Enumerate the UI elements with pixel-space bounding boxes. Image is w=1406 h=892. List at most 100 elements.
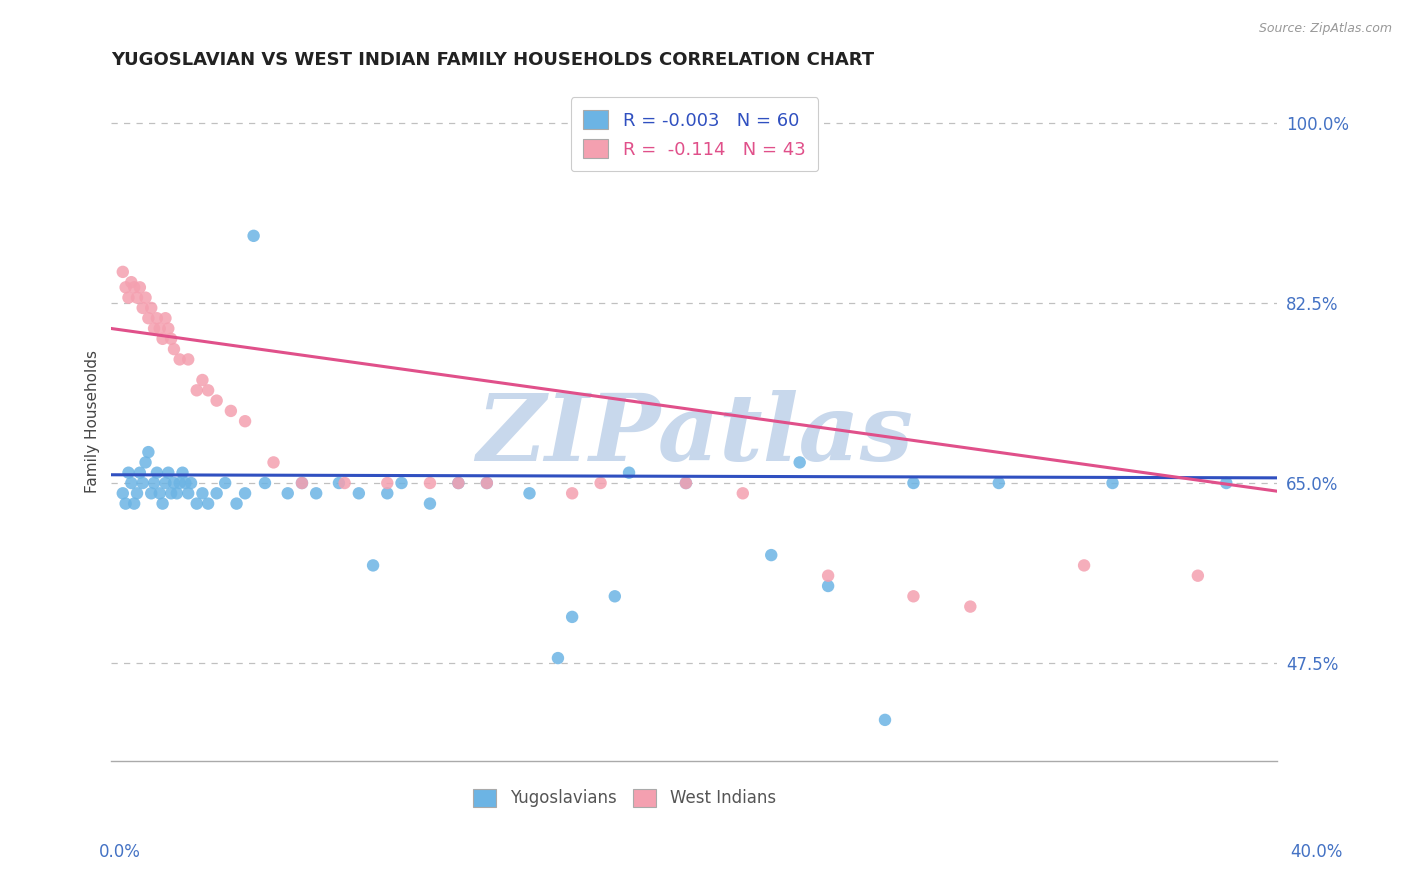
Point: [561, 486, 583, 500]
Point: [186, 384, 208, 398]
Point: [155, 311, 177, 326]
Point: [959, 599, 981, 614]
Point: [128, 466, 150, 480]
Point: [817, 579, 839, 593]
Point: [197, 384, 219, 398]
Point: [122, 497, 145, 511]
Point: [191, 486, 214, 500]
Point: [163, 475, 186, 490]
Point: [617, 466, 640, 480]
Point: [191, 373, 214, 387]
Point: [233, 486, 256, 500]
Text: YUGOSLAVIAN VS WEST INDIAN FAMILY HOUSEHOLDS CORRELATION CHART: YUGOSLAVIAN VS WEST INDIAN FAMILY HOUSEH…: [111, 51, 875, 69]
Point: [143, 321, 166, 335]
Point: [114, 280, 136, 294]
Point: [146, 466, 169, 480]
Point: [675, 475, 697, 490]
Point: [177, 352, 200, 367]
Point: [291, 475, 314, 490]
Point: [152, 332, 174, 346]
Point: [253, 475, 276, 490]
Point: [160, 332, 183, 346]
Point: [391, 475, 413, 490]
Point: [163, 342, 186, 356]
Point: [903, 589, 925, 603]
Point: [111, 265, 134, 279]
Text: ZIPatlas: ZIPatlas: [477, 390, 912, 480]
Point: [347, 486, 370, 500]
Point: [761, 548, 783, 562]
Point: [475, 475, 498, 490]
Point: [375, 475, 398, 490]
Point: [157, 321, 180, 335]
Point: [155, 475, 177, 490]
Point: [475, 475, 498, 490]
Point: [111, 486, 134, 500]
Point: [589, 475, 612, 490]
Point: [174, 475, 197, 490]
Point: [277, 486, 299, 500]
Point: [1215, 475, 1237, 490]
Point: [205, 393, 228, 408]
Point: [166, 486, 188, 500]
Point: [125, 486, 148, 500]
Point: [117, 466, 139, 480]
Point: [419, 497, 441, 511]
Point: [547, 651, 569, 665]
Point: [1073, 558, 1095, 573]
Point: [149, 321, 172, 335]
Text: 0.0%: 0.0%: [98, 843, 141, 861]
Point: [120, 475, 142, 490]
Point: [160, 486, 183, 500]
Point: [141, 301, 163, 315]
Point: [987, 475, 1010, 490]
Point: [120, 275, 142, 289]
Point: [447, 475, 470, 490]
Point: [731, 486, 754, 500]
Point: [152, 497, 174, 511]
Point: [131, 475, 153, 490]
Point: [375, 486, 398, 500]
Point: [197, 497, 219, 511]
Point: [263, 455, 285, 469]
Point: [135, 455, 157, 469]
Legend: Yugoslavians, West Indians: Yugoslavians, West Indians: [467, 782, 783, 814]
Point: [225, 497, 247, 511]
Point: [131, 301, 153, 315]
Point: [242, 228, 264, 243]
Point: [146, 311, 169, 326]
Point: [169, 352, 191, 367]
Point: [214, 475, 236, 490]
Point: [789, 455, 811, 469]
Text: 40.0%: 40.0%: [1291, 843, 1343, 861]
Point: [157, 466, 180, 480]
Point: [138, 445, 160, 459]
Point: [143, 475, 166, 490]
Point: [817, 568, 839, 582]
Point: [149, 486, 172, 500]
Point: [219, 404, 242, 418]
Point: [873, 713, 896, 727]
Point: [561, 610, 583, 624]
Point: [122, 280, 145, 294]
Point: [419, 475, 441, 490]
Point: [135, 291, 157, 305]
Point: [903, 475, 925, 490]
Point: [138, 311, 160, 326]
Point: [305, 486, 328, 500]
Point: [675, 475, 697, 490]
Point: [186, 497, 208, 511]
Point: [141, 486, 163, 500]
Point: [1187, 568, 1209, 582]
Point: [328, 475, 350, 490]
Point: [169, 475, 191, 490]
Point: [180, 475, 202, 490]
Point: [128, 280, 150, 294]
Point: [333, 475, 356, 490]
Point: [447, 475, 470, 490]
Point: [291, 475, 314, 490]
Text: Source: ZipAtlas.com: Source: ZipAtlas.com: [1258, 22, 1392, 36]
Point: [114, 497, 136, 511]
Point: [603, 589, 626, 603]
Point: [177, 486, 200, 500]
